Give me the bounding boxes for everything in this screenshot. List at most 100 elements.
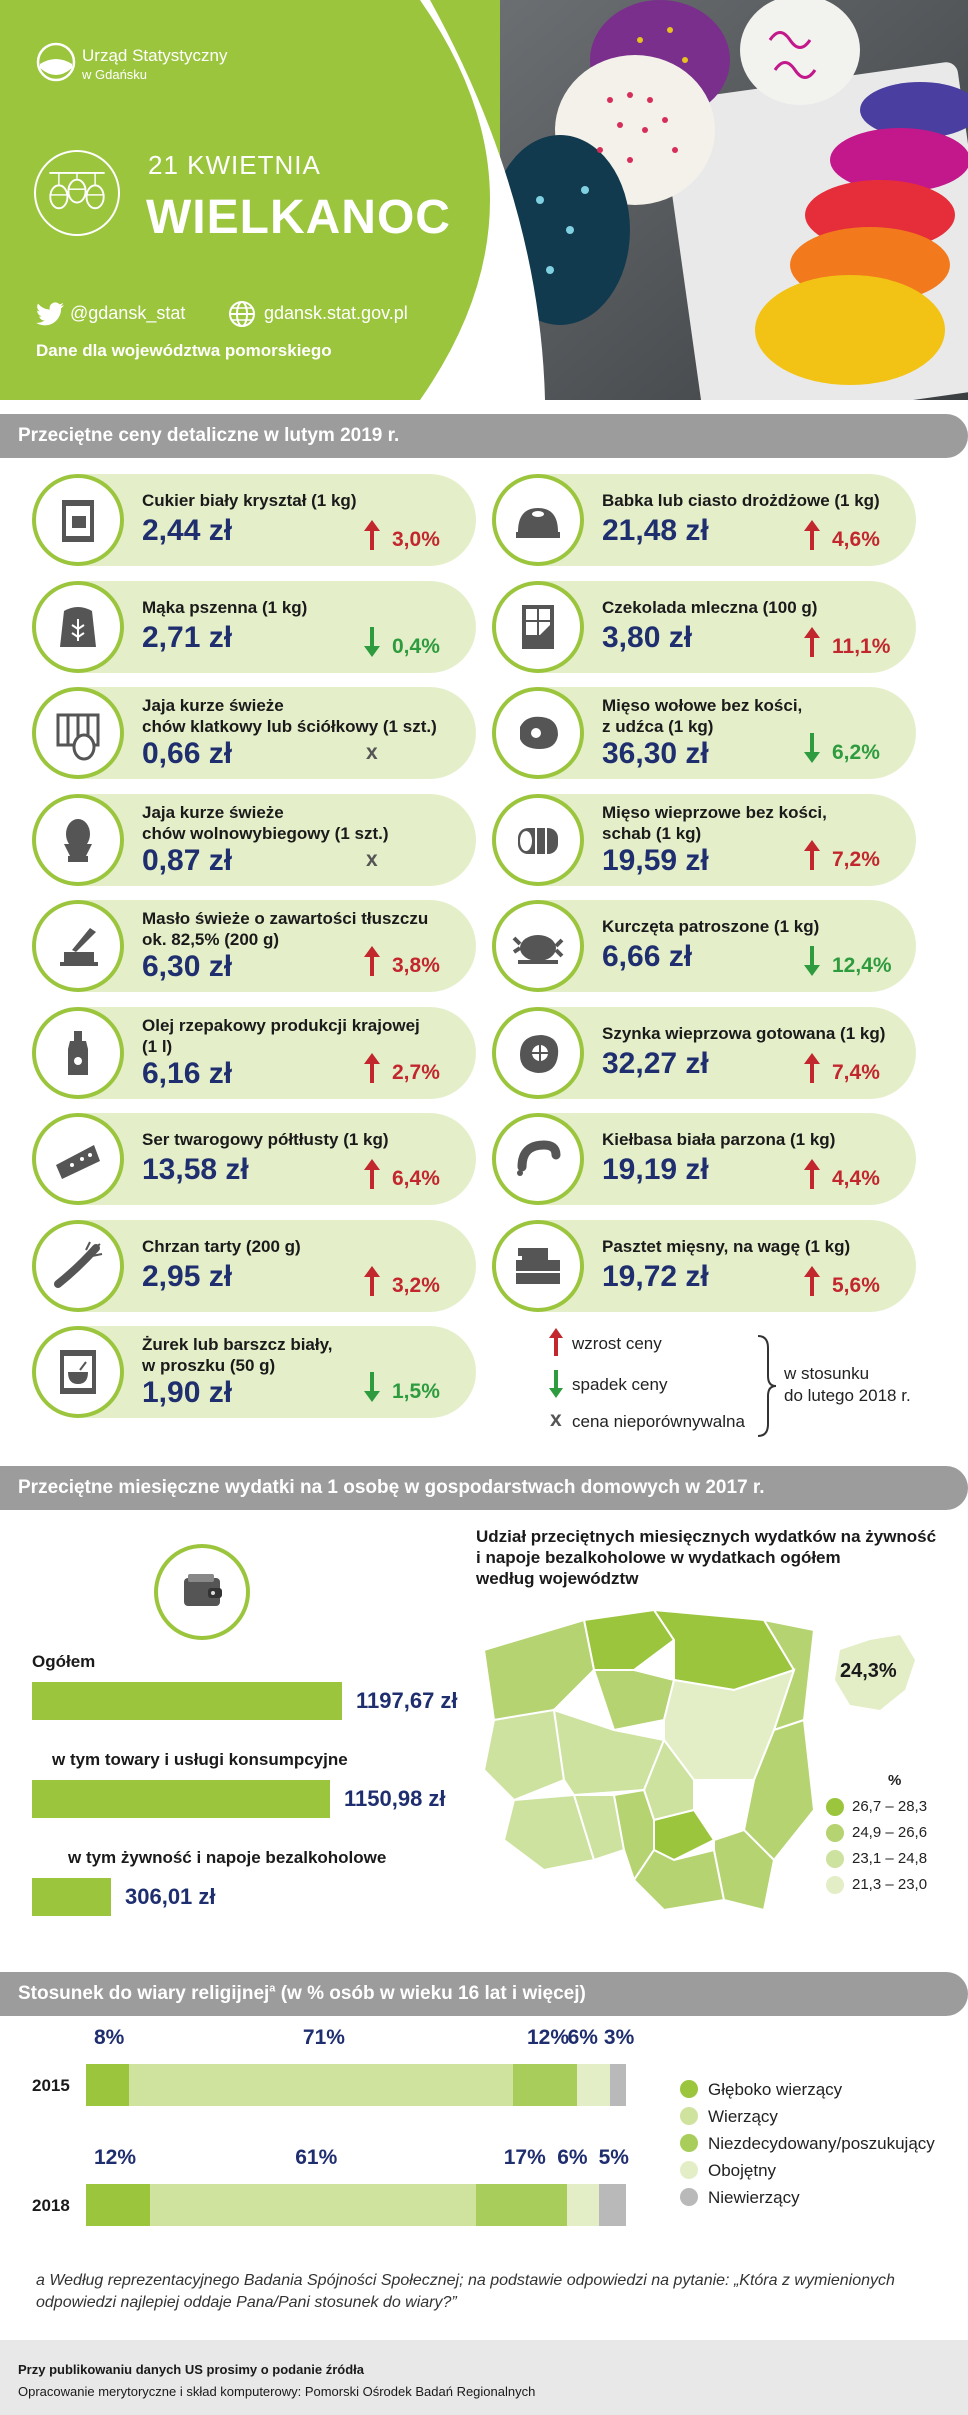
product-name: Babka lub ciasto drożdżowe (1 kg) xyxy=(602,491,880,510)
product-price: 32,27 zł xyxy=(602,1046,709,1080)
product-name: Kiełbasa biała parzona (1 kg) xyxy=(602,1130,836,1149)
religion-percent: 61% xyxy=(295,2146,338,2169)
footer-source-note: Przy publikowaniu danych US prosimy o po… xyxy=(18,2362,364,2377)
arrow-up-icon xyxy=(364,1265,380,1301)
change-value: 7,2% xyxy=(832,847,880,871)
chocolate-icon xyxy=(522,604,554,649)
legend-ref-line1: w stosunku xyxy=(784,1364,870,1383)
religion-segment xyxy=(476,2184,568,2226)
price-change: 4,6% xyxy=(796,520,906,554)
price-change: 2,7% xyxy=(356,1052,466,1087)
not-comparable-mark: x xyxy=(366,741,378,764)
product-price: 6,30 zł xyxy=(142,950,233,983)
legend-up-label: wzrost ceny xyxy=(572,1334,662,1353)
product-price: 2,44 zł xyxy=(142,514,233,547)
product-name: Mięso wołowe bez kości, z udźca (1 kg) xyxy=(602,696,803,736)
price-change: 7,4% xyxy=(796,1052,906,1087)
religion-legend-label: Niezdecydowany/poszukujący xyxy=(708,2134,935,2153)
religion-segment xyxy=(599,2184,626,2226)
religion-legend-label: Obojętny xyxy=(708,2161,777,2180)
change-value: 5,6% xyxy=(832,1273,880,1297)
spending-label: w tym żywność i napoje bezalkoholowe xyxy=(68,1848,387,1867)
statistics-office-logo xyxy=(36,42,76,82)
prices-section-title: Przeciętne ceny detaliczne w lutym 2019 … xyxy=(0,414,968,458)
arrow-down-icon xyxy=(804,946,820,981)
religion-percent: 8% xyxy=(94,2026,125,2049)
arrow-up-icon xyxy=(804,1265,820,1301)
product-name: Chrzan tarty (200 g) xyxy=(142,1236,301,1256)
legend-swatch xyxy=(826,1824,844,1842)
region-kujawsko-pomorskie xyxy=(592,1669,676,1732)
price-change: 3,8% xyxy=(356,946,466,980)
ham-icon-circle xyxy=(492,1006,584,1099)
religion-legend-label: Głęboko wierzący xyxy=(708,2080,843,2099)
price-change: 4,4% xyxy=(796,1159,906,1193)
legend-range: 24,9 – 26,6 xyxy=(852,1824,928,1841)
religion-legend-swatch xyxy=(680,2161,698,2179)
price-change: x xyxy=(356,840,466,874)
arrow-up-icon xyxy=(364,520,380,555)
legend-range: 23,1 – 24,8 xyxy=(852,1850,928,1867)
religion-year: 2015 xyxy=(32,2076,70,2095)
website-link[interactable]: gdansk.stat.gov.pl xyxy=(264,303,408,323)
legend-down-label: spadek ceny xyxy=(572,1375,668,1394)
arrow-down-icon xyxy=(804,733,820,768)
arrow-up-icon xyxy=(364,1159,380,1194)
product-price: 1,90 zł xyxy=(142,1376,233,1409)
price-change: 6,4% xyxy=(356,1159,466,1193)
product-price: 2,71 zł xyxy=(142,620,233,654)
religion-percent: 17% xyxy=(503,2146,546,2169)
arrow-down-icon xyxy=(549,1370,563,1398)
voivodeship-map xyxy=(482,1610,814,1912)
change-value: 3,0% xyxy=(392,528,440,551)
egg-cup-icon xyxy=(64,818,92,862)
spending-bar xyxy=(32,1878,111,1916)
change-value: 4,4% xyxy=(832,1167,880,1190)
change-value: 3,2% xyxy=(392,1273,440,1297)
change-value: 2,7% xyxy=(392,1060,440,1084)
flour-icon xyxy=(60,606,96,647)
product-name: Żurek lub barszcz biały, w proszku (50 g… xyxy=(142,1335,333,1375)
header-title: WIELKANOC xyxy=(146,191,451,244)
easter-eggs-icon xyxy=(34,150,120,236)
religion-year: 2018 xyxy=(32,2196,70,2215)
legend-na-label: cena nieporównywalna xyxy=(572,1412,745,1431)
eggs-cage-icon xyxy=(56,713,100,761)
sugar-icon xyxy=(62,500,94,542)
pate-icon-circle xyxy=(492,1219,584,1312)
religion-title-suffix: (w % osób w wieku 16 lat i więcej) xyxy=(275,1983,586,2004)
product-price: 6,66 zł xyxy=(602,940,693,973)
legend-brace xyxy=(757,1335,777,1437)
footer-credits: Opracowanie merytoryczne i skład kompute… xyxy=(18,2384,536,2399)
price-change: 0,4% xyxy=(356,626,466,662)
horseradish-icon xyxy=(54,1241,103,1288)
legend-na-symbol: x xyxy=(550,1408,562,1431)
arrow-up-icon xyxy=(549,1328,563,1356)
change-value: 6,2% xyxy=(832,741,880,764)
product-price: 6,16 zł xyxy=(142,1056,233,1090)
product-name: Ser twarogowy półtłusty (1 kg) xyxy=(142,1130,389,1149)
twitter-handle[interactable]: @gdansk_stat xyxy=(70,303,186,323)
price-change: 3,0% xyxy=(356,520,466,554)
price-change: 7,2% xyxy=(796,839,906,874)
legend-swatch xyxy=(826,1850,844,1868)
legend-ref-line2: do lutego 2018 r. xyxy=(784,1386,911,1405)
spending-bar xyxy=(32,1682,342,1720)
religion-segment xyxy=(577,2064,610,2106)
religion-percent: 71% xyxy=(302,2026,345,2049)
product-name: Masło świeże o zawartości tłuszczu ok. 8… xyxy=(142,909,429,949)
religion-percent: 6% xyxy=(557,2146,588,2169)
chocolate-icon-circle xyxy=(492,580,584,673)
religion-title-text: Stosunek do wiary religijnej xyxy=(18,1983,270,2004)
religion-legend-label: Niewierzący xyxy=(708,2188,800,2207)
change-value: 4,6% xyxy=(832,528,880,551)
arrow-down-icon xyxy=(364,626,380,662)
sausage-icon xyxy=(517,1140,561,1176)
product-price: 0,66 zł xyxy=(142,737,233,770)
product-price: 3,80 zł xyxy=(602,620,693,654)
religion-legend-swatch xyxy=(680,2134,698,2152)
twitter-icon xyxy=(36,302,64,326)
product-price: 19,72 zł xyxy=(602,1259,709,1293)
change-value: 3,8% xyxy=(392,954,440,977)
soup-packet-icon-circle xyxy=(32,1326,124,1418)
